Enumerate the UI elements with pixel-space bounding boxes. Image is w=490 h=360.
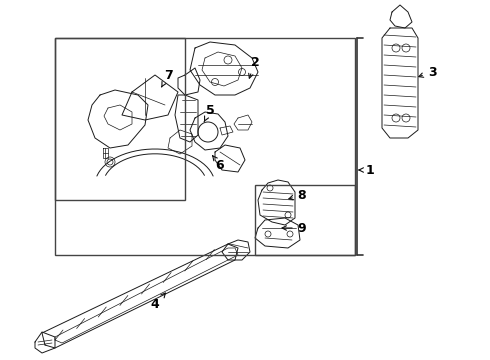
Text: 3: 3 xyxy=(419,66,436,78)
Text: 7: 7 xyxy=(162,68,172,87)
Text: 9: 9 xyxy=(282,221,306,234)
Bar xyxy=(255,185,355,255)
Text: 8: 8 xyxy=(289,189,306,202)
Text: 2: 2 xyxy=(249,55,259,78)
Bar xyxy=(55,38,355,255)
Text: 4: 4 xyxy=(150,293,165,311)
Bar xyxy=(55,38,185,200)
Text: 5: 5 xyxy=(204,104,215,122)
Text: 6: 6 xyxy=(213,156,224,171)
Text: 1: 1 xyxy=(359,163,374,176)
